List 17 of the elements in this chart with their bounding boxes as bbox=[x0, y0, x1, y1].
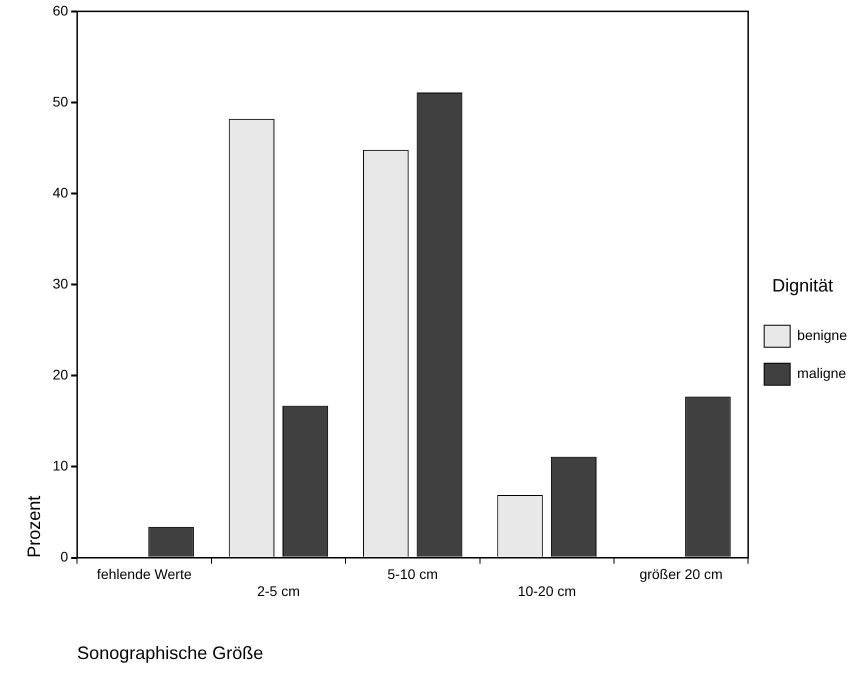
legend-label: benigne bbox=[797, 327, 848, 344]
y-tick-label: 40 bbox=[52, 184, 68, 200]
y-axis-title: Prozent bbox=[24, 496, 44, 558]
y-tick-label: 60 bbox=[52, 2, 68, 18]
x-tick-label: 10-20 cm bbox=[518, 582, 576, 599]
y-tick-label: 50 bbox=[52, 93, 68, 110]
legend-label: maligne bbox=[797, 365, 846, 382]
x-tick-label: 5-10 cm bbox=[387, 566, 438, 582]
y-tick-label: 30 bbox=[52, 275, 68, 292]
legend-title: Dignität bbox=[772, 276, 834, 296]
x-tick-label: größer 20 cm bbox=[639, 566, 723, 582]
y-tick-label: 20 bbox=[52, 366, 68, 383]
x-tick-label: fehlende Werte bbox=[96, 566, 192, 582]
x-axis-title: Sonographische Größe bbox=[77, 643, 264, 664]
y-tick-label: 0 bbox=[60, 548, 68, 565]
y-tick-label: 10 bbox=[52, 458, 68, 474]
x-tick-label: 2-5 cm bbox=[257, 582, 300, 599]
